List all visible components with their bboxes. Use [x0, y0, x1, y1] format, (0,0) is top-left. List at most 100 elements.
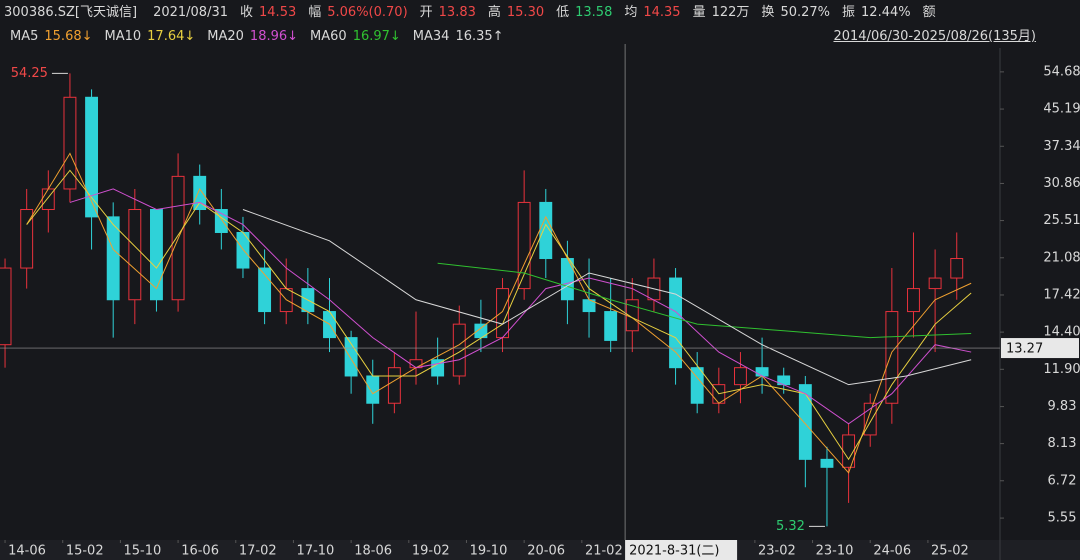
field-label: 振	[842, 5, 856, 20]
field-label: 收	[240, 5, 254, 20]
field-value: 14.53	[259, 5, 297, 20]
x-tick-label: 19-02	[412, 544, 450, 559]
candle-body	[63, 96, 77, 190]
quote-row: 300386.SZ[飞天诚信] 2021/08/31 收 14.53 幅 5.06%(…	[4, 3, 936, 23]
y-tick-label: 17.42	[1043, 287, 1080, 302]
ma-value: 15.68↓	[44, 29, 93, 44]
ma-name: MA10	[104, 29, 142, 44]
candle-body	[733, 367, 747, 386]
candle-body	[950, 258, 964, 279]
x-tick-label: 23-10	[816, 544, 854, 559]
crosshair-x-label: 2021-8-31(二)	[629, 544, 719, 559]
candle-body	[560, 258, 574, 301]
y-tick-label: 5.55	[1048, 511, 1077, 526]
candle-body	[496, 288, 509, 339]
x-tick-label: 15-02	[66, 544, 104, 559]
ma-name: MA60	[310, 29, 347, 44]
candle-body	[885, 311, 899, 404]
candle-body	[669, 277, 683, 369]
candle-body	[344, 337, 358, 377]
field-label: 均	[624, 5, 638, 20]
y-tick-label: 30.86	[1043, 176, 1080, 191]
field-value: 14.35	[643, 5, 681, 20]
field-value: 122万	[711, 5, 750, 20]
y-tick-label: 45.19	[1043, 102, 1080, 117]
y-tick-label: 54.68	[1043, 64, 1080, 79]
field-value: 13.58	[575, 5, 613, 20]
annotation-label: 5.32	[776, 519, 805, 534]
crosshair-y-box	[1001, 338, 1079, 359]
field-label: 换	[761, 5, 775, 20]
field-value: 5.06%(0.70)	[327, 5, 408, 20]
candle-body	[907, 288, 920, 313]
y-tick-label: 9.83	[1048, 399, 1077, 414]
candle-body	[863, 402, 877, 436]
candle-body	[85, 96, 99, 218]
x-tick-label: 14-06	[8, 544, 46, 559]
candle-body	[258, 267, 272, 313]
candle-body	[366, 375, 380, 404]
ma-legend: MA5 15.68↓ MA10 17.64↓ MA20 18.96↓ MA60 16.97↓ M…	[4, 27, 504, 47]
crosshair-y-label: 13.27	[1006, 342, 1043, 357]
candle-body	[452, 323, 466, 377]
x-tick-label: 17-10	[297, 544, 335, 559]
candle-body	[193, 175, 207, 211]
candle-body	[517, 201, 531, 290]
candle-body	[0, 267, 12, 346]
x-tick-label: 16-06	[181, 544, 219, 559]
ma-value: 16.35↑	[455, 29, 504, 44]
x-tick-label: 15-10	[124, 544, 162, 559]
crosshair-x-box	[625, 540, 738, 560]
ma-value: 18.96↓	[249, 29, 299, 44]
ma-line	[69, 188, 972, 425]
candle-body	[387, 367, 401, 404]
x-tick-label: 25-02	[931, 544, 969, 559]
candle-body	[20, 209, 34, 269]
field-label: 低	[556, 5, 570, 20]
x-tick-label: 19-10	[470, 544, 508, 559]
field-value: 13.83	[438, 5, 476, 20]
y-tick-label: 6.72	[1048, 473, 1077, 488]
candle-body	[798, 384, 812, 460]
ma-value: 17.64↓	[147, 29, 196, 44]
candle-body	[106, 216, 120, 301]
quote-date: 2021/08/31	[153, 5, 228, 20]
ma-line	[242, 209, 972, 386]
candle-body	[928, 277, 942, 290]
x-tick-label: 18-06	[354, 544, 392, 559]
ma-line	[437, 262, 972, 339]
stock-code: 300386.SZ[飞天诚信]	[4, 5, 138, 20]
x-tick-label: 24-06	[873, 544, 911, 559]
y-tick-label: 8.13	[1048, 436, 1077, 451]
x-axis-band	[0, 540, 1080, 560]
y-tick-label: 37.34	[1043, 139, 1080, 154]
field-label: 幅	[308, 5, 322, 20]
x-tick-label: 20-06	[527, 544, 565, 559]
y-tick-label: 14.40	[1043, 325, 1080, 340]
annotation-label: 54.25	[11, 66, 48, 81]
field-label: 高	[487, 5, 501, 20]
candle-body	[150, 209, 163, 301]
ma-name: MA20	[207, 29, 244, 44]
field-value: 12.44%	[861, 5, 911, 20]
ma-name: MA34	[412, 29, 450, 44]
field-label: 开	[419, 5, 433, 20]
date-range[interactable]: 2014/06/30-2025/08/26(135月)	[833, 29, 1036, 44]
field-value: 50.27%	[780, 5, 831, 20]
x-tick-label: 23-02	[758, 544, 796, 559]
y-tick-label: 11.90	[1043, 362, 1080, 377]
candle-body	[128, 209, 142, 301]
x-tick-label: 21-02	[585, 544, 623, 559]
y-tick-label: 25.51	[1043, 213, 1080, 228]
field-label: 量	[692, 5, 706, 20]
candle-body	[604, 311, 618, 341]
y-tick-label: 21.08	[1043, 250, 1080, 265]
field-value: 15.30	[506, 5, 545, 20]
field-label: 额	[922, 5, 936, 20]
ma-line	[26, 152, 972, 474]
candle-body	[820, 458, 834, 468]
ma-name: MA5	[10, 29, 39, 44]
candle-body	[755, 367, 769, 377]
